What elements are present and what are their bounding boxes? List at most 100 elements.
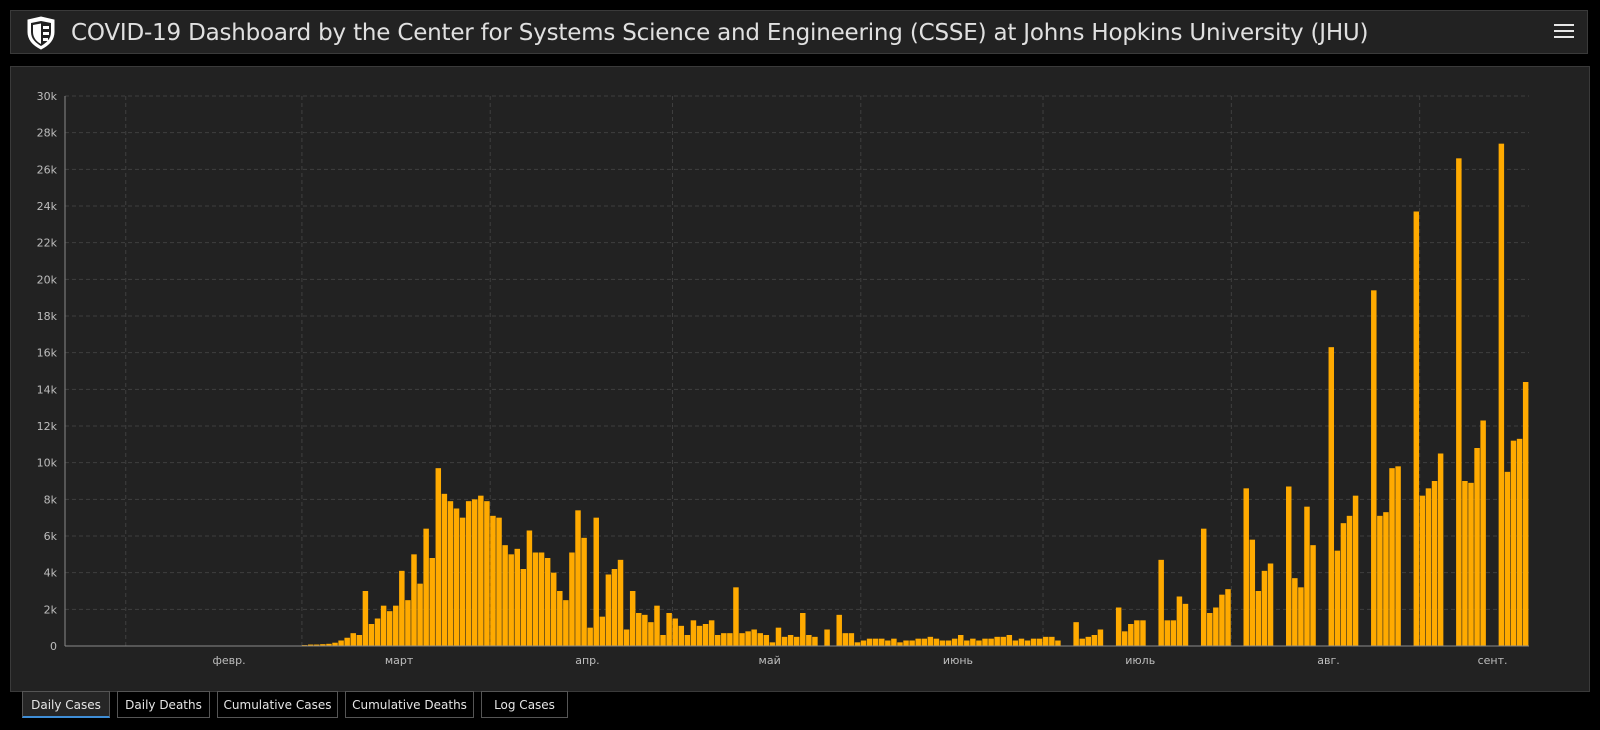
bar (435, 468, 442, 646)
bar (581, 537, 587, 646)
bar (1182, 603, 1189, 646)
bar (508, 554, 514, 646)
bar (472, 499, 478, 646)
bar (465, 501, 472, 646)
bar (1207, 613, 1213, 646)
bar (714, 635, 721, 646)
bar (970, 638, 976, 646)
bar (1267, 563, 1274, 646)
bar (690, 620, 697, 646)
bar (563, 600, 569, 646)
bar (1249, 539, 1256, 646)
bar (909, 640, 915, 646)
bar (1328, 347, 1335, 646)
bar (1286, 486, 1292, 646)
bar (812, 636, 818, 646)
bar (1516, 438, 1523, 646)
bar (1504, 471, 1511, 646)
bar (1340, 523, 1347, 646)
bar (1437, 453, 1444, 646)
bar (1115, 607, 1122, 646)
bar (1073, 622, 1079, 646)
bar (307, 644, 314, 646)
bar (332, 642, 338, 646)
bar (939, 640, 946, 646)
bar (459, 517, 466, 646)
bar (1474, 448, 1480, 646)
bar (976, 640, 982, 646)
bar (866, 638, 873, 646)
bar (1510, 440, 1517, 646)
bar (957, 635, 964, 646)
bar (356, 635, 363, 646)
bar (842, 633, 849, 646)
bar (1334, 550, 1341, 646)
bar (526, 530, 533, 646)
bar (1377, 515, 1383, 646)
bar (1425, 488, 1432, 646)
bar (1036, 638, 1043, 646)
bar (1024, 640, 1031, 646)
bar (320, 644, 326, 646)
bar (775, 627, 782, 646)
bar (611, 569, 618, 646)
hamburger-menu-icon[interactable] (1551, 20, 1577, 46)
bar (982, 638, 988, 646)
tab-cumulative-cases[interactable]: Cumulative Cases (217, 691, 338, 718)
y-tick-label: 28k (37, 127, 58, 140)
bar (745, 631, 751, 646)
bar (1419, 495, 1426, 646)
bar (514, 548, 521, 646)
y-tick-label: 14k (37, 383, 58, 396)
bar (1389, 468, 1395, 646)
bar (891, 638, 897, 646)
bar (1012, 640, 1019, 646)
bar (1395, 466, 1401, 646)
daily-cases-chart: 0 2k 4k 6k 8k 10k 12k 14k 16k 18k 20k 22k 24k 26k 28k 3… (37, 90, 1529, 667)
bar (605, 574, 612, 646)
y-tick-label: 10k (37, 457, 58, 470)
bar (575, 510, 581, 646)
bar (739, 633, 745, 646)
x-tick-label: март (385, 654, 414, 667)
bar (654, 605, 660, 646)
tab-log-cases[interactable]: Log Cases (481, 691, 568, 718)
bar (617, 559, 624, 646)
bar (520, 569, 527, 646)
bar (727, 633, 733, 646)
bar (441, 493, 448, 646)
bar (417, 583, 423, 646)
chart-panel: 0 2k 4k 6k 8k 10k 12k 14k 16k 18k 20k 22k 24k 26k 28k 3… (10, 66, 1590, 692)
bar (921, 638, 928, 646)
tab-daily-deaths[interactable]: Daily Deaths (117, 691, 210, 718)
bar (945, 640, 952, 646)
tab-cumulative-deaths[interactable]: Cumulative Deaths (345, 691, 474, 718)
bar (1292, 578, 1298, 646)
bar (903, 640, 909, 646)
y-tick-label: 24k (37, 200, 58, 213)
bar (1255, 591, 1262, 646)
bar (793, 636, 800, 646)
bar (763, 635, 770, 646)
bar (915, 638, 921, 646)
bar (550, 572, 557, 646)
bar (1456, 158, 1462, 646)
bar (933, 638, 940, 646)
bar (1200, 528, 1207, 646)
bar (872, 638, 879, 646)
bar (684, 635, 691, 646)
tab-daily-cases[interactable]: Daily Cases (22, 691, 110, 718)
bar (1383, 512, 1389, 646)
bar (411, 554, 417, 646)
bar (1462, 481, 1468, 646)
bar (1000, 636, 1006, 646)
bar (708, 620, 715, 646)
bar (951, 638, 958, 646)
bar (1085, 636, 1092, 646)
bar (660, 635, 666, 646)
y-tick-label: 30k (37, 90, 58, 103)
bar (623, 629, 630, 646)
y-tick-label: 16k (37, 347, 58, 360)
bar (1346, 515, 1353, 646)
bar (447, 501, 454, 646)
